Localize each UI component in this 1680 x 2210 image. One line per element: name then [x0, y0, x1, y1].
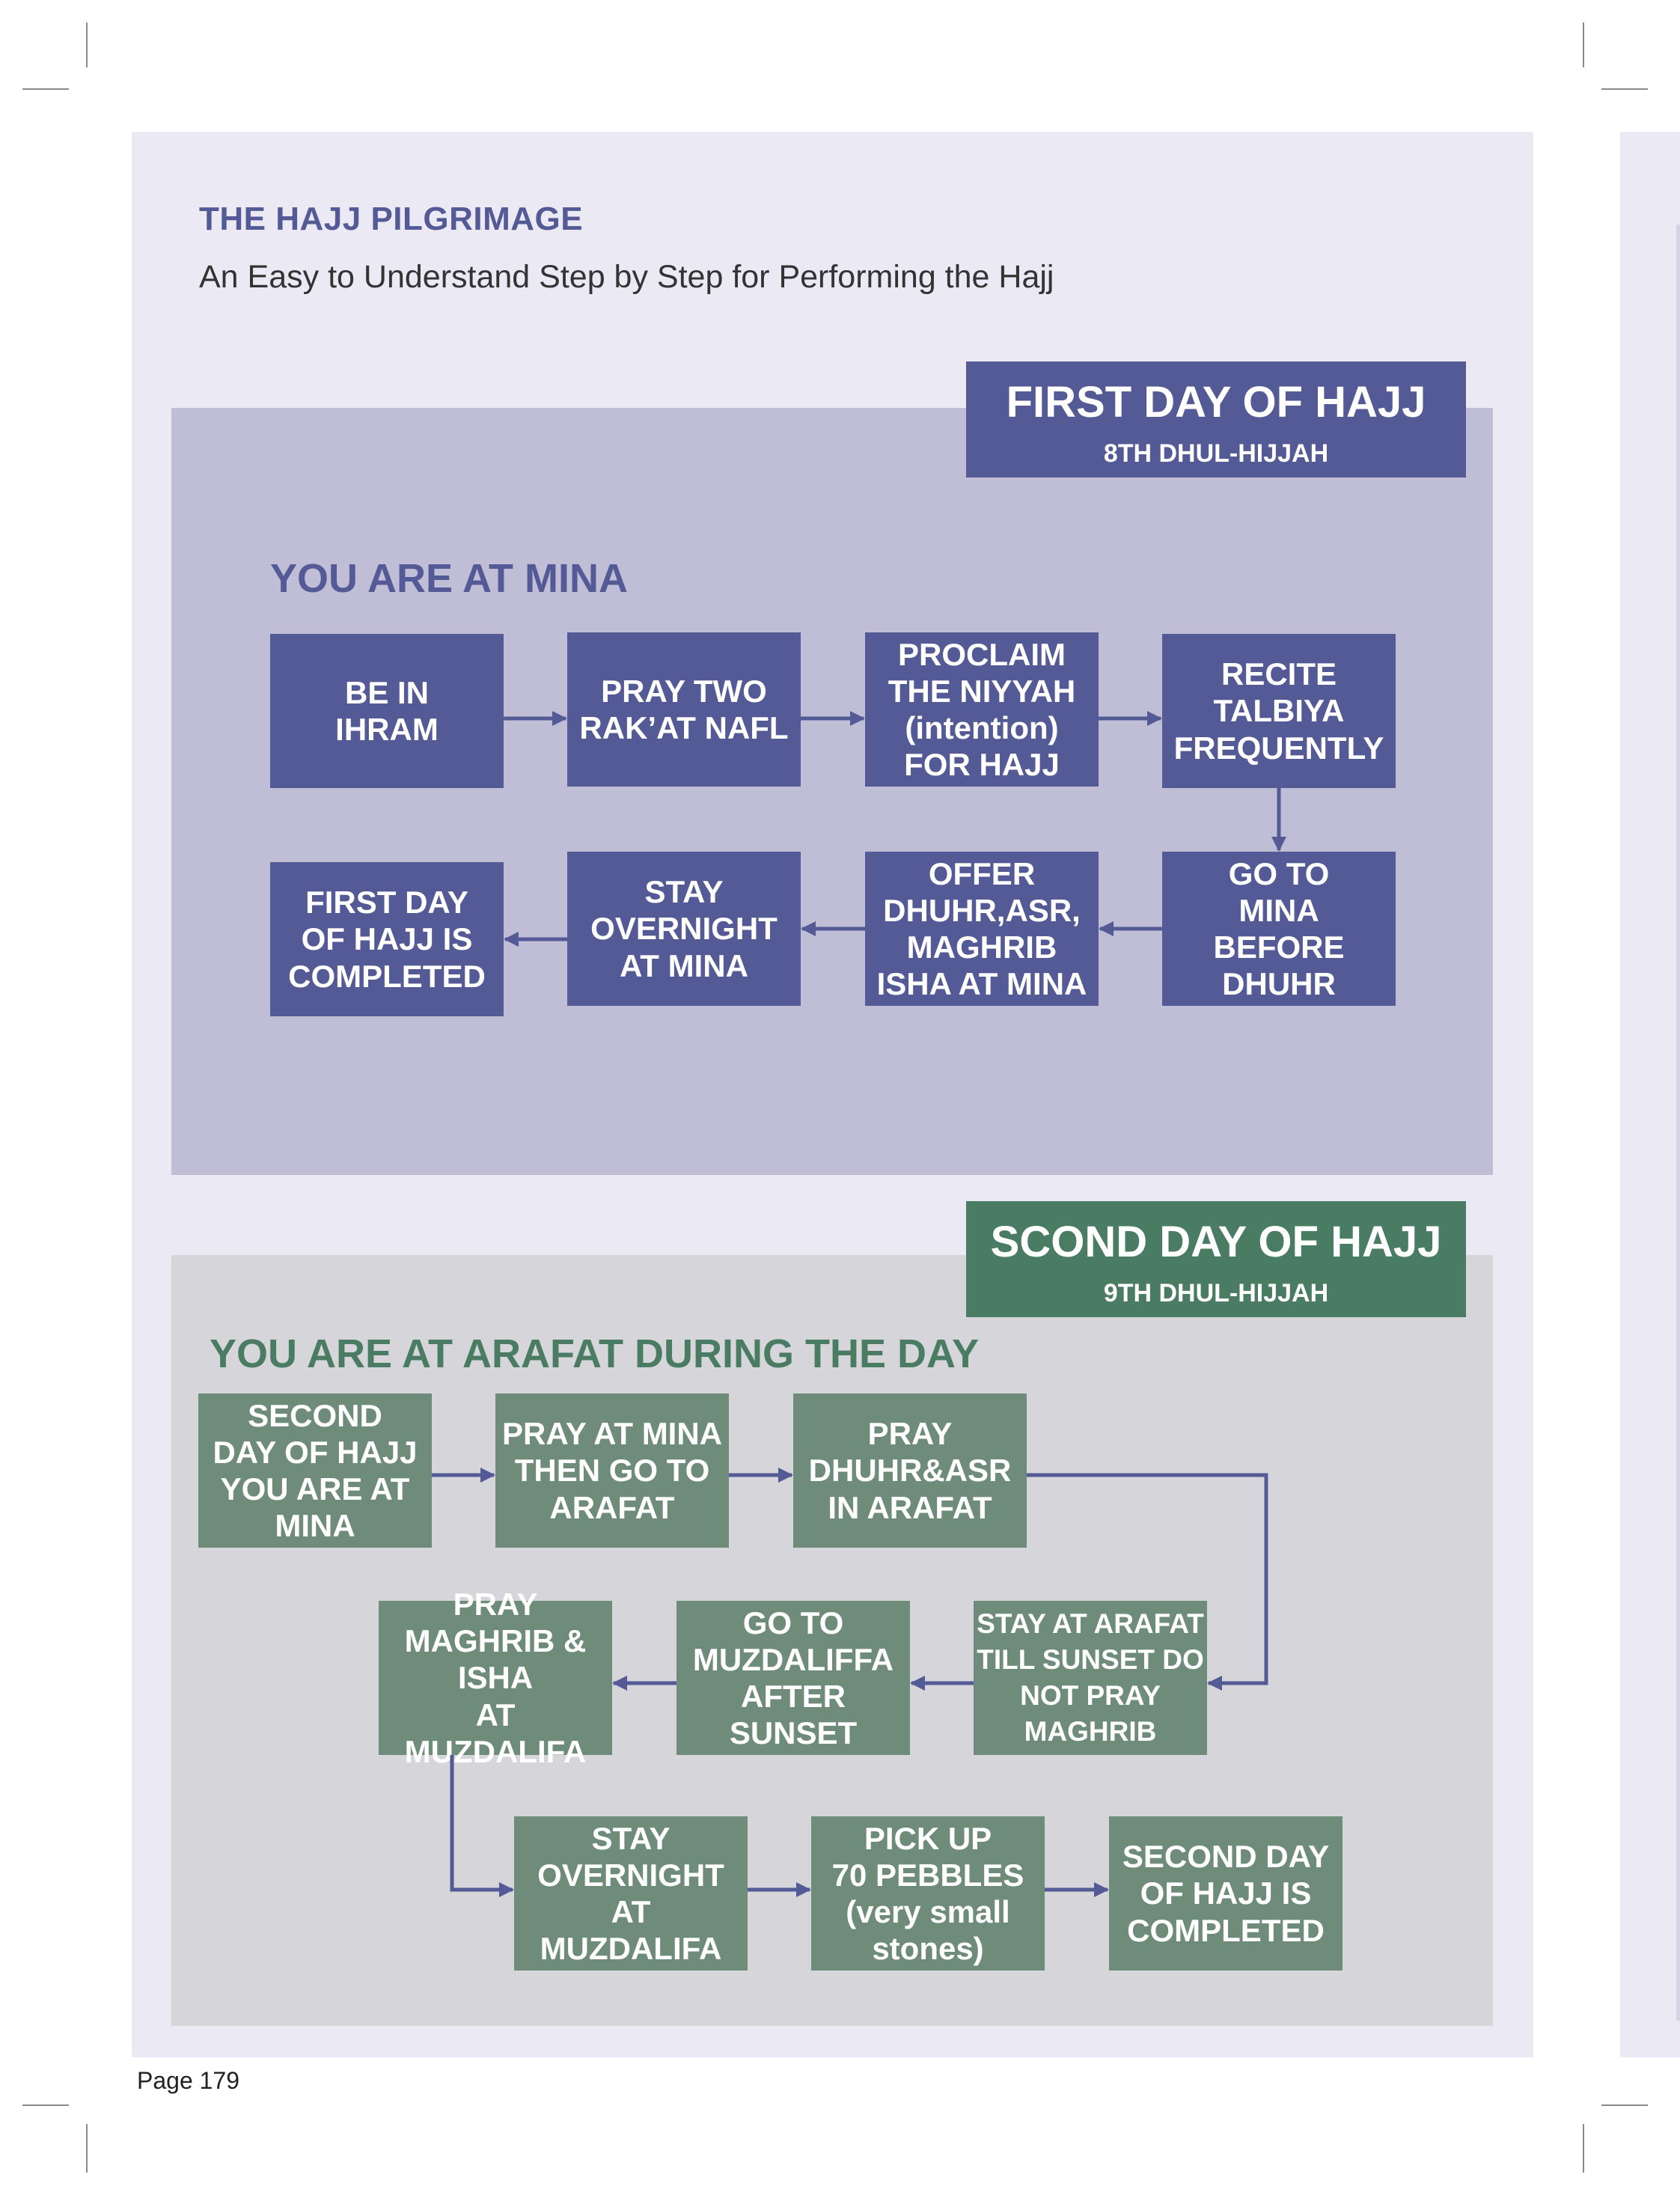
adjacent-page-rule — [1676, 225, 1680, 2021]
step-stay-arafat-till-sunset: STAY AT ARAFAT TILL SUNSET DO NOT PRAY M… — [974, 1601, 1207, 1755]
crop-mark — [1583, 2124, 1584, 2173]
step-pray-maghrib-isha-muzdalifa: PRAY MAGHRIB & ISHA AT MUZDALIFA — [379, 1587, 612, 1769]
step-stay-overnight-muzdalifa: STAY OVERNIGHT AT MUZDALIFA — [514, 1816, 748, 1971]
first-day-date: 8TH DHUL-HIJJAH — [1103, 439, 1329, 468]
step-go-to-mina: GO TO MINA BEFORE DHUHR — [1162, 852, 1396, 1006]
arafat-location-heading: YOU ARE AT ARAFAT DURING THE DAY — [210, 1331, 980, 1376]
crop-mark — [22, 88, 69, 90]
step-pray-then-go-arafat: PRAY AT MINA THEN GO TO ARAFAT — [495, 1394, 729, 1548]
step-stay-overnight-mina: STAY OVERNIGHT AT MINA — [567, 852, 801, 1006]
second-day-date: 9TH DHUL-HIJJAH — [1103, 1279, 1329, 1307]
crop-mark — [1583, 22, 1584, 67]
step-proclaim-niyyah: PROCLAIM THE NIYYAH (intention) FOR HAJJ — [865, 632, 1099, 787]
crop-mark — [86, 2124, 88, 2173]
step-offer-prayers-at-mina: OFFER DHUHR,ASR, MAGHRIB ISHA AT MINA — [865, 852, 1099, 1006]
document-title: THE HAJJ PILGRIMAGE — [199, 201, 584, 237]
step-go-to-muzdaliffa: GO TO MUZDALIFFA AFTER SUNSET — [676, 1601, 910, 1755]
page-number: Page 179 — [137, 2067, 240, 2094]
first-day-title: FIRST DAY OF HAJJ — [1006, 378, 1426, 427]
crop-mark — [1601, 2104, 1648, 2106]
step-be-in-ihram: BE IN IHRAM — [270, 634, 504, 788]
step-pick-up-pebbles: PICK UP 70 PEBBLES (very small stones) — [811, 1816, 1045, 1971]
first-day-panel — [171, 408, 1493, 1175]
document-subtitle: An Easy to Understand Step by Step for P… — [199, 259, 1054, 295]
second-day-title: SCOND DAY OF HAJJ — [990, 1218, 1442, 1266]
step-pray-dhuhr-asr-arafat: PRAY DHUHR&ASR IN ARAFAT — [793, 1394, 1027, 1548]
first-day-header: FIRST DAY OF HAJJ 8TH DHUL-HIJJAH — [966, 361, 1466, 477]
step-first-day-completed: FIRST DAY OF HAJJ IS COMPLETED — [270, 862, 504, 1016]
arrow-pray-to-stay-arafat — [1027, 1473, 1268, 1691]
crop-mark — [1601, 88, 1648, 90]
step-second-day-at-mina: SECOND DAY OF HAJJ YOU ARE AT MINA — [198, 1394, 432, 1548]
arrow-pray-to-stay-muzdalifa — [450, 1755, 514, 1897]
step-second-day-completed: SECOND DAY OF HAJJ IS COMPLETED — [1109, 1816, 1343, 1971]
adjacent-page-strip — [1620, 132, 1680, 2057]
step-recite-talbiya: RECITE TALBIYA FREQUENTLY — [1162, 634, 1396, 788]
crop-mark — [22, 2104, 69, 2106]
step-pray-two-rakat: PRAY TWO RAK’AT NAFL — [567, 632, 801, 787]
mina-location-heading: YOU ARE AT MINA — [270, 556, 628, 601]
second-day-header: SCOND DAY OF HAJJ 9TH DHUL-HIJJAH — [966, 1201, 1466, 1317]
crop-mark — [86, 22, 88, 67]
